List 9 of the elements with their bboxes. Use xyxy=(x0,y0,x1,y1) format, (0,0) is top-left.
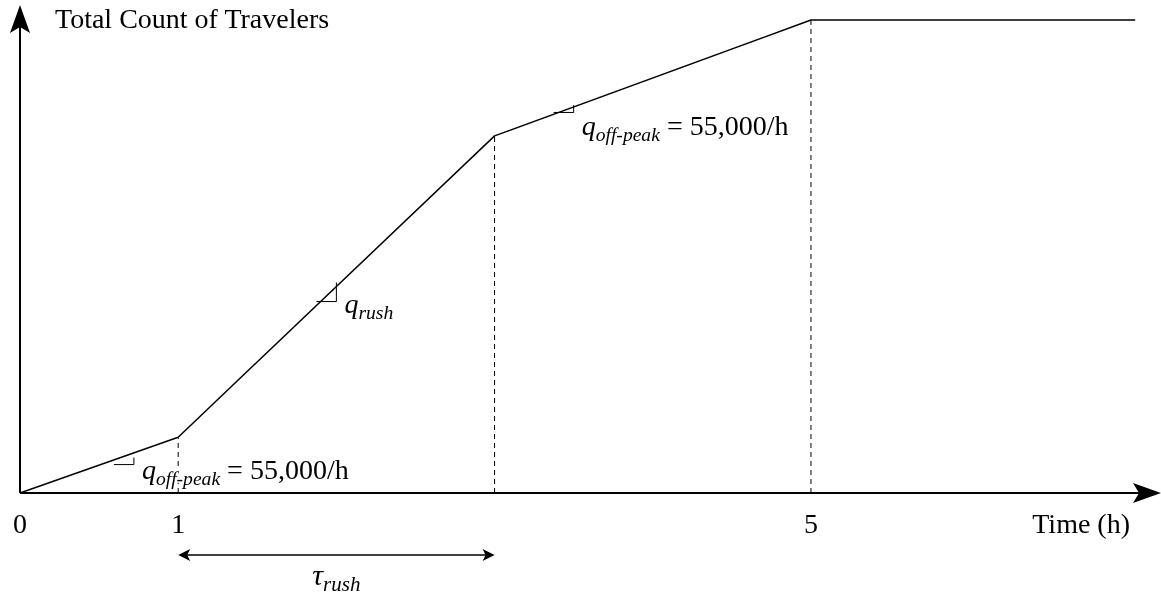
x-tick-label: 1 xyxy=(171,508,186,539)
annotation: q$_{off-peak}$ = 55,000/h xyxy=(141,454,349,489)
y-axis-title: Total Count of Travelers xyxy=(55,3,330,34)
x-axis-title: Time (h) xyxy=(1032,508,1130,539)
annotation: q$_{rush}$ xyxy=(344,287,394,323)
x-tick-label: 0 xyxy=(13,508,27,539)
annotation: q$_{off-peak}$ = 55,000/h xyxy=(581,110,789,146)
x-tick-label: 5 xyxy=(803,508,818,539)
text: τ$_{rush}$ xyxy=(312,558,361,597)
